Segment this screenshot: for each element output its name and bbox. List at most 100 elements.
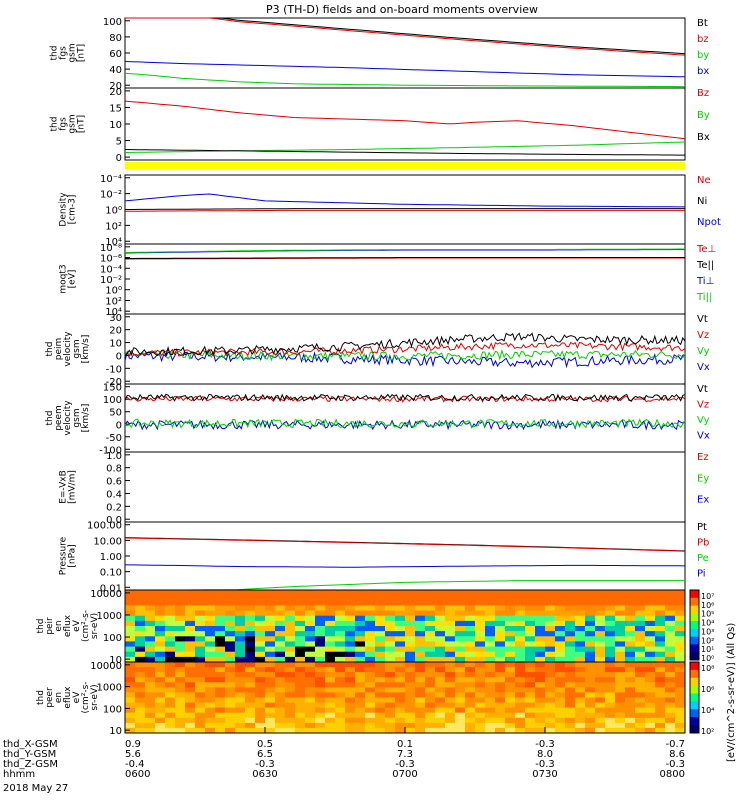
- heatmap-cell: [455, 672, 466, 678]
- heatmap-cell: [285, 682, 296, 688]
- heatmap-cell: [155, 722, 166, 729]
- heatmap-cell: [635, 727, 646, 734]
- y-tick-label: 100: [103, 704, 122, 715]
- heatmap-cell: [385, 697, 396, 704]
- colorbar-swatch: [690, 717, 699, 726]
- heatmap-cell: [495, 712, 506, 719]
- y-tick-label: 10000: [90, 661, 122, 672]
- heatmap-cell: [265, 651, 276, 658]
- heatmap-cell: [135, 615, 146, 622]
- heatmap-cell: [415, 615, 426, 622]
- heatmap-cell: [675, 712, 686, 719]
- heatmap-cell: [465, 672, 476, 678]
- heatmap-cell: [595, 646, 606, 653]
- heatmap-cell: [275, 600, 286, 606]
- heatmap-cell: [235, 626, 246, 632]
- heatmap-cell: [345, 600, 356, 606]
- heatmap-cell: [265, 692, 276, 698]
- heatmap-cell: [235, 707, 246, 714]
- heatmap-cell: [265, 605, 276, 611]
- y-axis-label-line: [km/s]: [81, 404, 91, 433]
- heatmap-cell: [185, 677, 196, 683]
- heatmap-cell: [225, 702, 236, 709]
- heatmap-cell: [335, 600, 346, 606]
- heatmap-cell: [525, 712, 536, 719]
- heatmap-cell: [365, 600, 376, 606]
- heatmap-cell: [285, 605, 296, 611]
- heatmap-cell: [375, 662, 386, 668]
- heatmap-cell: [295, 692, 306, 698]
- heatmap-cell: [345, 631, 356, 637]
- y-axis-label-line: [nT]: [77, 44, 87, 62]
- heatmap-cell: [415, 646, 426, 653]
- colorbar-swatch: [690, 693, 699, 702]
- heatmap-cell: [325, 667, 336, 673]
- heatmap-cell: [235, 672, 246, 678]
- heatmap-cell: [345, 620, 356, 627]
- heatmap-cell: [565, 672, 576, 678]
- heatmap-cell: [365, 697, 376, 704]
- heatmap-cell: [225, 641, 236, 647]
- heatmap-cell: [425, 722, 436, 729]
- heatmap-cell: [655, 727, 666, 734]
- heatmap-cell: [375, 687, 386, 693]
- heatmap-cell: [305, 636, 316, 642]
- heatmap-cell: [615, 631, 626, 637]
- heatmap-cell: [145, 717, 156, 724]
- heatmap-cell: [585, 712, 596, 719]
- heatmap-cell: [545, 636, 556, 642]
- y-axis-label-line: gsm: [72, 408, 82, 427]
- y-tick-label: 15: [109, 103, 122, 114]
- heatmap-cell: [395, 600, 406, 606]
- y-axis-label-line: peem: [54, 405, 64, 431]
- heatmap-cell: [555, 687, 566, 693]
- heatmap-cell: [265, 656, 276, 663]
- heatmap-cell: [335, 672, 346, 678]
- heatmap-cell: [555, 682, 566, 688]
- heatmap-cell: [275, 697, 286, 704]
- y-axis-label-line: thd: [50, 117, 60, 132]
- heatmap-cell: [545, 722, 556, 729]
- heatmap-cell: [345, 641, 356, 647]
- heatmap-cell: [475, 687, 486, 693]
- heatmap-cell: [455, 646, 466, 653]
- heatmap-cell: [365, 656, 376, 663]
- heatmap-cell: [375, 722, 386, 729]
- heatmap-cell: [565, 590, 576, 596]
- heatmap-cell: [515, 646, 526, 653]
- heatmap-cell: [355, 646, 366, 653]
- heatmap-cell: [365, 646, 376, 653]
- heatmap-cell: [465, 646, 476, 653]
- heatmap-cell: [185, 656, 196, 663]
- heatmap-cell: [165, 610, 176, 617]
- heatmap-cell: [345, 682, 356, 688]
- heatmap-cell: [595, 595, 606, 601]
- heatmap-cell: [285, 595, 296, 601]
- heatmap-cell: [135, 717, 146, 724]
- heatmap-cell: [375, 610, 386, 617]
- heatmap-cell: [585, 682, 596, 688]
- heatmap-cell: [455, 615, 466, 622]
- heatmap-cell: [395, 615, 406, 622]
- heatmap-cell: [255, 707, 266, 714]
- series-line-Bx: [124, 149, 685, 156]
- heatmap-cell: [585, 667, 596, 673]
- heatmap-cell: [435, 717, 446, 724]
- x-tick-label: 0630: [252, 769, 277, 780]
- heatmap-cell: [185, 702, 196, 709]
- heatmap-cell: [515, 727, 526, 734]
- heatmap-cell: [425, 615, 436, 622]
- heatmap-cell: [165, 641, 176, 647]
- heatmap-cell: [655, 626, 666, 632]
- heatmap-cell: [195, 641, 206, 647]
- heatmap-cell: [595, 656, 606, 663]
- heatmap-cell: [165, 727, 176, 734]
- panel-frame: [124, 17, 686, 89]
- heatmap-cell: [175, 682, 186, 688]
- heatmap-cell: [655, 717, 666, 724]
- heatmap-cell: [275, 641, 286, 647]
- heatmap-cell: [405, 707, 416, 714]
